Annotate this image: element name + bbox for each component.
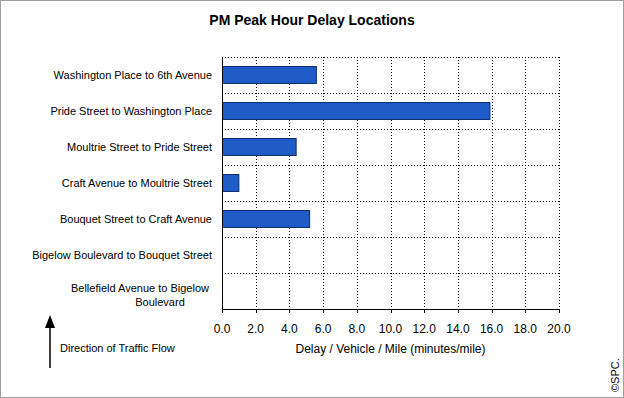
x-tick <box>525 309 526 313</box>
x-tick-label: 4.0 <box>281 322 298 336</box>
x-tick <box>458 309 459 313</box>
grid-line <box>222 57 223 309</box>
x-tick-label: 14.0 <box>446 322 470 336</box>
bar <box>222 175 239 192</box>
chart-title: PM Peak Hour Delay Locations <box>209 12 415 28</box>
grid <box>222 57 560 310</box>
category-label: Moultrie Street to Pride Street <box>67 141 212 153</box>
copyright: ©SPC. <box>609 358 621 392</box>
category-grid-line <box>222 57 559 58</box>
category-label: Craft Avenue to Moultrie Street <box>62 177 212 189</box>
bar <box>222 103 490 120</box>
x-tick <box>391 309 392 313</box>
x-tick-label: 18.0 <box>514 322 538 336</box>
category-grid-line <box>222 165 559 166</box>
bar <box>222 67 316 84</box>
chart-svg: PM Peak Hour Delay Locations Washington P… <box>0 0 624 398</box>
x-tick-label: 2.0 <box>247 322 264 336</box>
grid-line <box>492 57 493 309</box>
bar <box>222 211 310 228</box>
x-tick <box>424 309 425 313</box>
category-label: Pride Street to Washington Place <box>50 105 212 117</box>
grid-line <box>323 57 324 309</box>
chart-container: PM Peak Hour Delay Locations Washington P… <box>0 0 624 398</box>
category-grid-line <box>222 309 559 310</box>
x-tick-label: 10.0 <box>379 322 403 336</box>
x-tick <box>492 309 493 313</box>
category-grid-line <box>222 129 559 130</box>
grid-line <box>391 57 392 309</box>
grid-line <box>458 57 459 309</box>
x-axis-label: Delay / Vehicle / Mile (minutes/mile) <box>295 342 485 356</box>
x-axis-line <box>222 309 559 310</box>
grid-line <box>525 57 526 309</box>
category-label: Bellefield Avenue to Bigelow Boulevard <box>71 282 212 308</box>
direction-arrowhead <box>45 315 55 328</box>
y-axis-line <box>222 57 223 309</box>
x-tick <box>559 309 560 313</box>
category-grid-line <box>222 93 559 94</box>
x-tick <box>357 309 358 313</box>
grid-line <box>559 57 560 309</box>
category-label: Bigelow Boulevard to Bouquet Street <box>32 249 212 261</box>
bars <box>222 67 490 228</box>
grid-line <box>256 57 257 309</box>
x-tick <box>289 309 290 313</box>
bar <box>222 139 296 156</box>
grid-line <box>357 57 358 309</box>
x-tick-label: 12.0 <box>413 322 437 336</box>
category-label: Washington Place to 6th Avenue <box>54 69 212 81</box>
category-label: Bouquet Street to Craft Avenue <box>60 213 212 225</box>
chart-frame <box>1 1 624 398</box>
annotation: Direction of Traffic Flow <box>60 342 175 354</box>
category-grid-line <box>222 273 559 274</box>
x-tick <box>256 309 257 313</box>
x-tick-label: 0.0 <box>214 322 231 336</box>
x-tick-label: 20.0 <box>547 322 571 336</box>
grid-line <box>424 57 425 309</box>
x-tick-label: 8.0 <box>348 322 365 336</box>
x-tick <box>323 309 324 313</box>
direction-arrow <box>49 326 51 368</box>
category-grid-line <box>222 237 559 238</box>
x-tick-label: 16.0 <box>480 322 504 336</box>
x-tick <box>222 309 223 313</box>
grid-line <box>289 57 290 309</box>
x-tick-label: 6.0 <box>315 322 332 336</box>
category-grid-line <box>222 201 559 202</box>
